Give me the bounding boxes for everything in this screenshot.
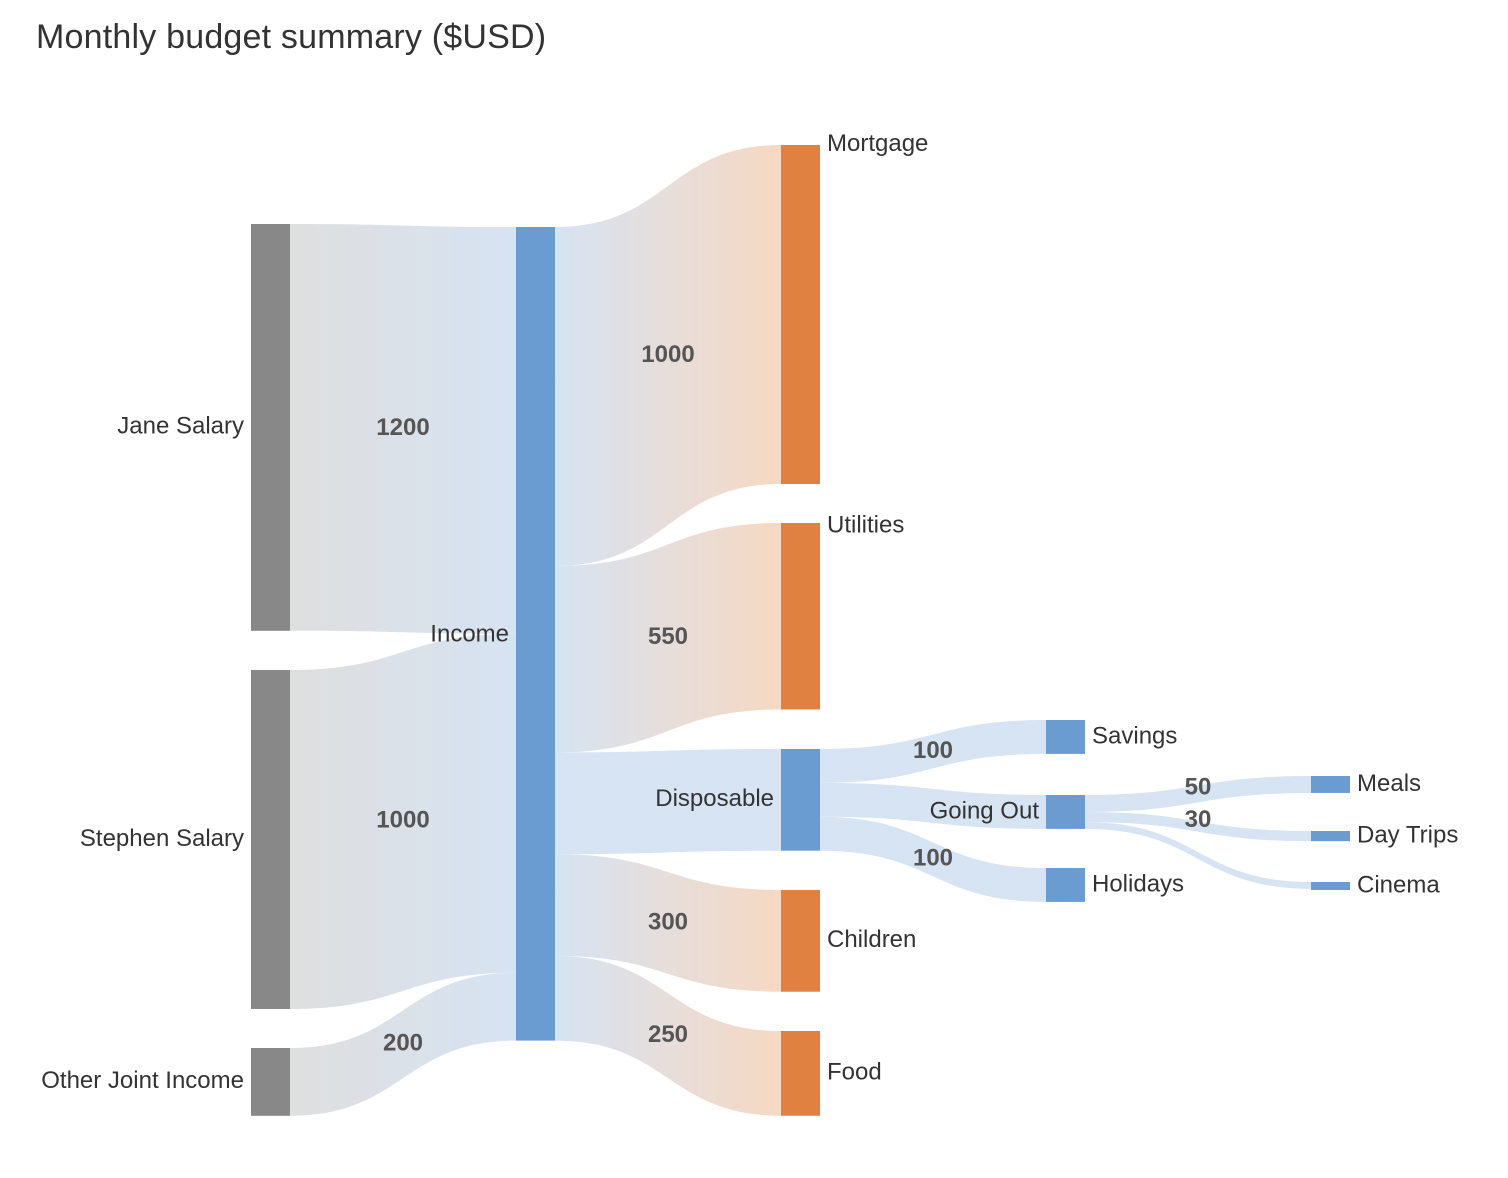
link-goingout-meals [1085, 776, 1311, 812]
link-value-disposable-savings: 100 [913, 737, 953, 764]
chart-title: Monthly budget summary ($USD) [36, 18, 547, 56]
link-income-disposable [555, 749, 781, 855]
node-label-holidays: Holidays [1092, 870, 1184, 897]
node-utilities[interactable] [781, 523, 820, 710]
labels-layer: 1200 1000 200 1000 550 300 250 100 100 50 30 Jane S… [41, 130, 1458, 1094]
node-food[interactable] [781, 1031, 820, 1116]
link-other-income [290, 972, 516, 1116]
link-value-income-food: 250 [648, 1021, 688, 1048]
node-savings[interactable] [1046, 720, 1085, 754]
link-jane-income [290, 224, 516, 634]
link-value-other-income: 200 [383, 1030, 423, 1057]
node-label-meals: Meals [1357, 770, 1421, 797]
node-label-food: Food [827, 1059, 882, 1086]
link-value-goingout-daytrips: 30 [1185, 806, 1212, 833]
node-holidays[interactable] [1046, 868, 1085, 902]
node-label-utilities: Utilities [827, 512, 904, 539]
node-goingout[interactable] [1046, 795, 1085, 829]
link-value-jane-income: 1200 [376, 414, 429, 441]
node-label-children: Children [827, 926, 916, 953]
link-income-utilities [555, 523, 781, 753]
links-layer [290, 145, 1311, 1116]
link-income-mortgage [555, 145, 781, 566]
node-other[interactable] [251, 1048, 290, 1116]
node-cinema[interactable] [1311, 882, 1350, 890]
link-value-goingout-meals: 50 [1185, 773, 1212, 800]
link-disposable-holidays [820, 816, 1046, 902]
node-income[interactable] [516, 227, 555, 1041]
link-value-disposable-holidays: 100 [913, 845, 953, 872]
link-value-income-mortgage: 1000 [641, 341, 694, 368]
node-label-income: Income [430, 620, 509, 647]
link-disposable-goingout [820, 782, 1046, 829]
node-label-goingout: Going Out [930, 797, 1040, 824]
node-label-jane: Jane Salary [117, 413, 244, 440]
node-label-mortgage: Mortgage [827, 130, 928, 157]
node-stephen[interactable] [251, 670, 290, 1009]
node-label-daytrips: Day Trips [1357, 821, 1458, 848]
node-label-disposable: Disposable [655, 785, 774, 812]
node-disposable[interactable] [781, 749, 820, 851]
link-value-income-utilities: 550 [648, 623, 688, 650]
nodes-layer [251, 145, 1350, 1116]
link-value-income-children: 300 [648, 908, 688, 935]
node-label-savings: Savings [1092, 722, 1177, 749]
link-value-stephen-income: 1000 [376, 807, 429, 834]
link-disposable-savings [820, 720, 1046, 783]
node-mortgage[interactable] [781, 145, 820, 484]
node-jane[interactable] [251, 224, 290, 631]
node-label-stephen: Stephen Salary [80, 825, 244, 852]
link-income-children [555, 854, 781, 992]
node-children[interactable] [781, 890, 820, 992]
node-daytrips[interactable] [1311, 831, 1350, 842]
link-goingout-cinema [1085, 822, 1311, 889]
link-goingout-daytrips [1085, 811, 1311, 842]
link-stephen-income [290, 633, 516, 1009]
link-income-food [555, 955, 781, 1116]
node-meals[interactable] [1311, 776, 1350, 793]
node-label-cinema: Cinema [1357, 871, 1440, 898]
node-label-other: Other Joint Income [41, 1067, 244, 1094]
